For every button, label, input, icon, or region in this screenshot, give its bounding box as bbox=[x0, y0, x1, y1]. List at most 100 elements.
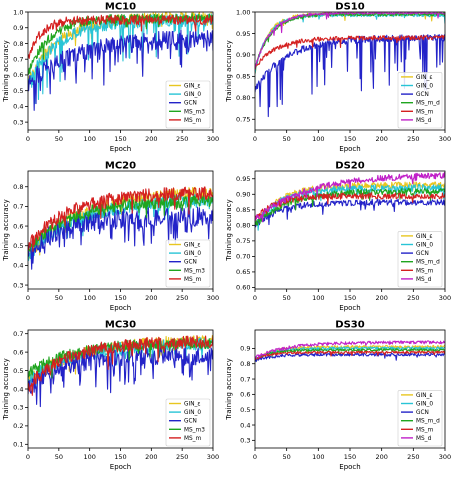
y-tick-label: 0.7 bbox=[13, 203, 23, 211]
y-tick-label: 0.3 bbox=[13, 281, 23, 289]
y-axis-label: Training accuracy bbox=[225, 358, 233, 420]
y-tick-label: 0.6 bbox=[13, 348, 23, 356]
x-axis-label: Epoch bbox=[339, 304, 360, 312]
y-tick-label: 0.90 bbox=[236, 51, 250, 59]
x-tick-label: 200 bbox=[375, 453, 387, 461]
y-tick-label: 0.65 bbox=[236, 268, 250, 276]
x-tick-label: 250 bbox=[407, 453, 419, 461]
y-tick-label: 0.4 bbox=[13, 385, 23, 393]
series-line-ms-m bbox=[255, 35, 445, 70]
legend-entry: GCN bbox=[416, 92, 429, 98]
x-tick-label: 150 bbox=[114, 453, 126, 461]
x-tick-label: 200 bbox=[145, 135, 157, 143]
y-tick-label: 0.3 bbox=[13, 118, 23, 126]
legend-entry: GIN_ε bbox=[184, 402, 201, 408]
series-line-ms-m bbox=[28, 186, 213, 252]
x-tick-label: 50 bbox=[55, 294, 63, 302]
x-tick-label: 50 bbox=[55, 135, 63, 143]
x-axis-label: Epoch bbox=[110, 304, 131, 312]
series-group bbox=[28, 334, 213, 408]
y-tick-label: 0.4 bbox=[13, 262, 23, 270]
chart-title: MC10 bbox=[105, 2, 136, 13]
x-tick-label: 200 bbox=[375, 135, 387, 143]
x-tick-label: 100 bbox=[312, 135, 324, 143]
x-tick-label: 150 bbox=[344, 294, 356, 302]
x-tick-label: 250 bbox=[176, 294, 188, 302]
series-line-gcn bbox=[28, 346, 213, 408]
legend-entry: MS_m_d bbox=[416, 101, 440, 107]
y-axis-label: Training accuracy bbox=[225, 40, 233, 102]
series-line-ms-m bbox=[255, 350, 445, 360]
legend-entry: GIN_0 bbox=[184, 251, 201, 257]
legend-box bbox=[397, 390, 443, 447]
series-line-ms-m-d bbox=[255, 348, 445, 360]
series-line-ms-m bbox=[28, 14, 213, 59]
x-tick-label: 0 bbox=[26, 453, 30, 461]
y-tick-label: 0.60 bbox=[236, 284, 250, 292]
legend-entry: MS_m3 bbox=[184, 427, 205, 433]
y-tick-label: 0.85 bbox=[236, 206, 250, 214]
y-tick-label: 0.6 bbox=[13, 71, 23, 79]
x-tick-label: 150 bbox=[344, 135, 356, 143]
x-tick-label: 0 bbox=[253, 294, 257, 302]
x-tick-label: 100 bbox=[83, 135, 95, 143]
x-tick-label: 300 bbox=[439, 294, 451, 302]
series-line-ms-m bbox=[28, 335, 213, 396]
legend-entry: MS_m bbox=[416, 427, 434, 433]
x-tick-label: 100 bbox=[83, 453, 95, 461]
y-tick-label: 0.95 bbox=[236, 175, 250, 183]
y-tick-label: 0.8 bbox=[240, 360, 250, 368]
x-tick-label: 300 bbox=[439, 135, 451, 143]
chart-panel-2: 0 50 100 150 200 250 300 0.75 0.80 0.85 0.90 0.95 1.… bbox=[225, 2, 451, 154]
series-line-ms-m bbox=[255, 192, 445, 220]
x-axis-label: Epoch bbox=[110, 463, 131, 471]
x-tick-label: 0 bbox=[26, 294, 30, 302]
x-tick-label: 150 bbox=[114, 294, 126, 302]
series-line-ms-d bbox=[255, 172, 445, 223]
y-tick-label: 0.95 bbox=[236, 30, 250, 38]
y-tick-label: 0.9 bbox=[240, 345, 250, 353]
legend-entry: GIN_ε bbox=[184, 243, 201, 249]
legend-entry: MS_d bbox=[416, 118, 432, 124]
x-axis-label: Epoch bbox=[110, 145, 131, 153]
legend-entry: GIN_ε bbox=[416, 393, 433, 399]
series-line-ms-m3 bbox=[28, 337, 213, 379]
legend-entry: MS_m_d bbox=[416, 260, 440, 266]
y-tick-label: 0.75 bbox=[236, 237, 250, 245]
legend-entry: GIN_ε bbox=[416, 234, 433, 240]
chart-title: MC30 bbox=[105, 320, 136, 331]
legend-entry: MS_m bbox=[416, 268, 434, 274]
series-line-ms-d bbox=[255, 340, 445, 359]
legend-entry: MS_m_d bbox=[416, 419, 440, 425]
series-group bbox=[255, 340, 445, 363]
series-line-gcn bbox=[28, 29, 213, 111]
x-axis-label: Epoch bbox=[339, 145, 360, 153]
legend-entry: GCN bbox=[184, 419, 197, 425]
y-tick-label: 0.7 bbox=[13, 56, 23, 64]
x-tick-label: 50 bbox=[283, 135, 291, 143]
legend: GIN_ε GIN_0 GCN MS_m3 MS_m bbox=[165, 80, 211, 129]
y-axis-label: Training accuracy bbox=[225, 199, 233, 261]
x-tick-label: 300 bbox=[207, 294, 219, 302]
y-tick-label: 0.85 bbox=[236, 73, 250, 81]
legend: GIN_ε GIN_0 GCN MS_m_d MS_m MS_d bbox=[397, 72, 443, 129]
legend-entry: GIN_0 bbox=[416, 402, 433, 408]
y-tick-label: 0.6 bbox=[240, 391, 250, 399]
legend-box bbox=[397, 231, 443, 288]
x-tick-label: 300 bbox=[439, 453, 451, 461]
y-tick-label: 0.8 bbox=[13, 40, 23, 48]
y-tick-label: 0.4 bbox=[240, 421, 250, 429]
series-line-ms-m3 bbox=[28, 13, 213, 75]
legend-box bbox=[165, 398, 211, 447]
x-tick-label: 250 bbox=[176, 135, 188, 143]
x-tick-label: 100 bbox=[312, 453, 324, 461]
y-tick-label: 0.7 bbox=[240, 375, 250, 383]
chart-panel-3: 0 50 100 150 200 250 300 0.3 0.4 0.5 0.6 0.7 0.8 MC20… bbox=[2, 161, 219, 313]
x-tick-label: 50 bbox=[283, 294, 291, 302]
legend-entry: GIN_ε bbox=[416, 75, 433, 81]
x-tick-label: 0 bbox=[26, 135, 30, 143]
legend-entry: GIN_ε bbox=[184, 84, 201, 90]
y-tick-label: 1.0 bbox=[13, 8, 23, 16]
legend-entry: MS_d bbox=[416, 436, 432, 442]
